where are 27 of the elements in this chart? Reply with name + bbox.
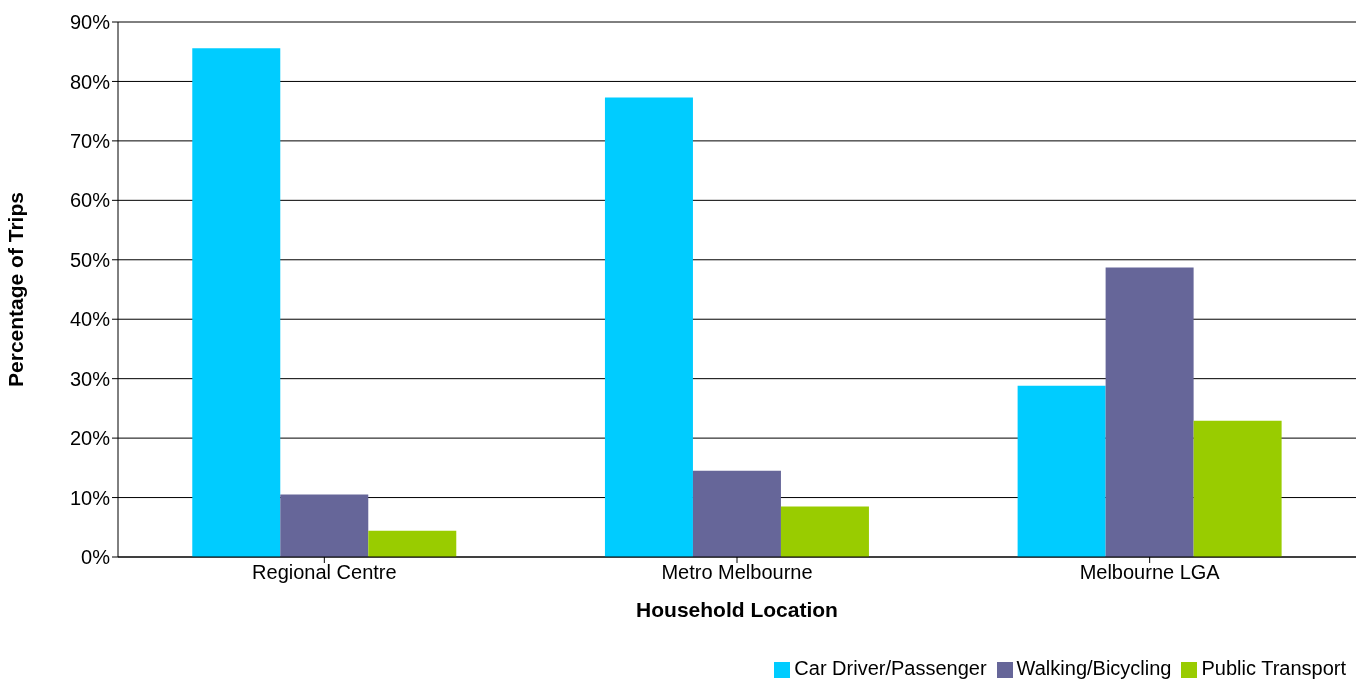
y-tick-label: 20% [69, 427, 111, 450]
x-tick-label: Metro Melbourne [661, 561, 813, 584]
y-tick-label: 80% [69, 70, 111, 93]
x-axis-title: Household Location [636, 598, 838, 621]
bar [1105, 267, 1194, 557]
y-tick-label: 50% [69, 248, 111, 271]
legend-label: Public Transport [1201, 657, 1346, 679]
bar [604, 97, 693, 557]
bar [1193, 420, 1282, 557]
legend-label: Car Driver/Passenger [794, 657, 987, 679]
legend-label: Walking/Bicycling [1016, 657, 1172, 679]
x-tick-label: Regional Centre [252, 561, 397, 584]
y-tick-label: 40% [69, 308, 111, 331]
y-axis-title: Percentage of Trips [4, 192, 28, 387]
y-tick-label: 30% [69, 367, 111, 390]
y-tick-label: 70% [69, 129, 111, 152]
bar [780, 506, 869, 557]
x-tick-label: Melbourne LGA [1079, 561, 1221, 584]
y-tick-label: 0% [81, 546, 111, 569]
y-tick-label: 10% [69, 486, 111, 509]
y-tick-label: 60% [69, 189, 111, 212]
bar [280, 494, 369, 557]
bar [192, 48, 281, 557]
bar [692, 470, 781, 557]
bar [368, 530, 457, 557]
bar [1017, 385, 1106, 557]
y-tick-label: 90% [69, 11, 111, 34]
